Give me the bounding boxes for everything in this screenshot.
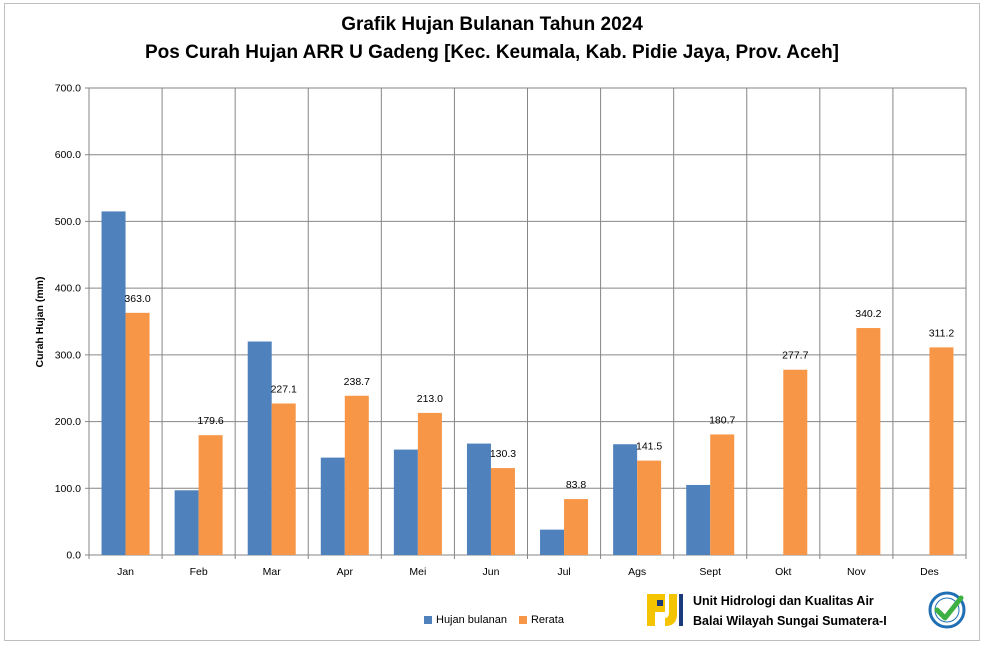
y-tick-label: 400.0 <box>55 283 81 295</box>
x-tick-label-okt: Okt <box>775 566 791 578</box>
x-tick-label-jun: Jun <box>482 566 499 578</box>
x-tick-label-jul: Jul <box>557 566 570 578</box>
x-tick-label-jan: Jan <box>117 566 134 578</box>
bar-rerata-jul <box>564 499 589 555</box>
bar-hujan-ags <box>613 444 638 555</box>
bar-rerata-mei <box>417 412 442 555</box>
x-tick-label-apr: Apr <box>337 566 354 578</box>
legend-swatch-rerata <box>518 616 527 624</box>
chart-title: Grafik Hujan Bulanan Tahun 2024 <box>341 14 643 35</box>
y-tick-label: 200.0 <box>55 416 81 428</box>
y-tick-label: 300.0 <box>55 349 81 361</box>
chart-subtitle: Pos Curah Hujan ARR U Gadeng [Kec. Keuma… <box>144 42 840 63</box>
bar-hujan-sept <box>686 484 711 555</box>
x-tick-label-ags: Ags <box>628 566 646 578</box>
data-label-rerata-apr: 238.7 <box>344 376 370 388</box>
data-label-rerata-jan: 363.0 <box>124 293 150 305</box>
data-label-rerata-mar: 227.1 <box>271 383 297 395</box>
data-labels: 363.0 179.6 227.1 238.7 213.0 130.3 83.8 141.5 1… <box>124 293 954 491</box>
data-label-rerata-ags: 141.5 <box>636 441 662 453</box>
org-name-line2: Balai Wilayah Sungai Sumatera-I <box>693 614 887 628</box>
data-label-rerata-jul: 83.8 <box>566 479 587 491</box>
bar-rerata-jun <box>490 468 515 555</box>
legend: Hujan bulanan Rerata <box>424 614 576 626</box>
legend-swatch-hujan <box>424 616 432 624</box>
pu-logo-icon <box>645 590 685 630</box>
bar-hujan-apr <box>320 457 345 555</box>
x-tick-label-mar: Mar <box>263 566 282 578</box>
data-label-rerata-sept: 180.7 <box>709 414 735 426</box>
bar-rerata-feb <box>198 435 223 555</box>
x-tick-label-nov: Nov <box>847 566 866 578</box>
data-label-rerata-nov: 340.2 <box>855 308 881 320</box>
data-label-rerata-okt: 277.7 <box>782 350 808 362</box>
data-label-rerata-feb: 179.6 <box>197 415 223 427</box>
bar-hujan-mar <box>247 341 272 555</box>
y-tick-label: 500.0 <box>55 216 81 228</box>
legend-item-hujan: Hujan bulanan <box>424 614 507 626</box>
bar-hujan-mei <box>393 449 418 555</box>
certified-badge-icon <box>928 591 966 629</box>
bars <box>101 211 954 555</box>
data-label-rerata-jun: 130.3 <box>490 448 516 460</box>
y-axis: 0.0 100.0 200.0 300.0 400.0 500.0 600.0 700.0 <box>55 83 89 562</box>
y-tick-label: 100.0 <box>55 483 81 495</box>
x-tick-label-sept: Sept <box>699 566 721 578</box>
legend-label-hujan: Hujan bulanan <box>436 614 507 626</box>
y-tick-label: 700.0 <box>55 83 81 95</box>
x-tick-label-feb: Feb <box>190 566 208 578</box>
data-label-rerata-des: 311.2 <box>929 327 955 339</box>
data-label-rerata-mei: 213.0 <box>417 393 443 405</box>
y-tick-label: 0.0 <box>66 550 81 562</box>
y-tick-label: 600.0 <box>55 149 81 161</box>
bar-rerata-ags <box>637 460 662 555</box>
y-axis-label: Curah Hujan (mm) <box>34 276 46 367</box>
bar-rerata-sept <box>710 434 735 555</box>
bar-rerata-apr <box>344 395 369 555</box>
bar-rerata-nov <box>856 328 881 555</box>
bar-rerata-okt <box>783 369 808 555</box>
bar-hujan-jan <box>101 211 126 555</box>
bar-rerata-des <box>929 347 954 555</box>
bar-rerata-mar <box>271 403 296 555</box>
org-name-line1: Unit Hidrologi dan Kualitas Air <box>693 594 874 608</box>
legend-label-rerata: Rerata <box>530 614 564 626</box>
legend-item-rerata: Rerata <box>518 614 564 626</box>
x-tick-label-des: Des <box>920 566 939 578</box>
bar-hujan-jun <box>466 443 491 555</box>
footer-branding: Unit Hidrologi dan Kualitas Air Balai Wi… <box>645 588 975 636</box>
x-axis: Jan Feb Mar Apr Mei Jun Jul Ags Sept Okt Nov Des <box>88 555 967 578</box>
bar-hujan-jul <box>540 529 565 555</box>
bar-rerata-jan <box>125 312 150 555</box>
bar-hujan-feb <box>174 490 199 555</box>
x-tick-label-mei: Mei <box>409 566 426 578</box>
